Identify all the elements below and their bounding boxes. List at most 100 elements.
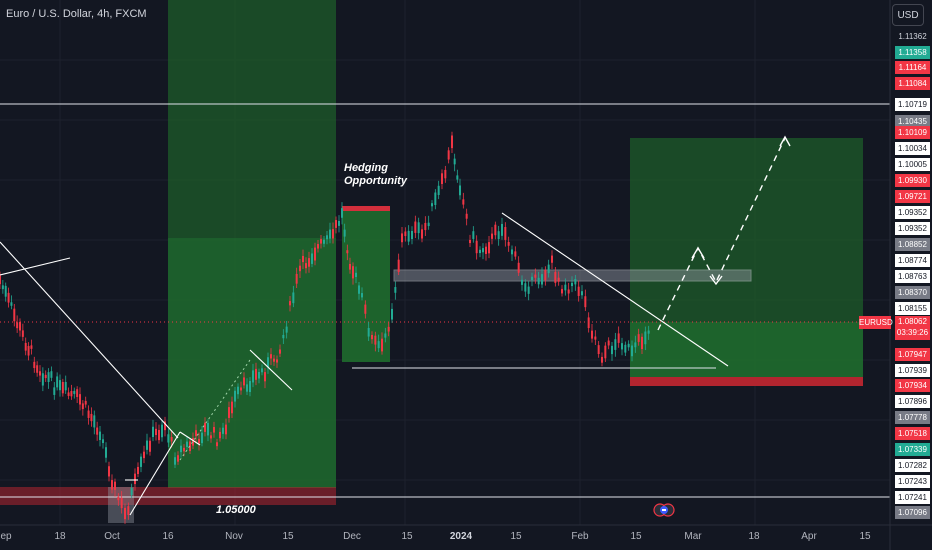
time-label: Feb	[571, 531, 589, 542]
candle-body	[577, 286, 580, 296]
candle-body	[421, 229, 423, 239]
candle-body	[117, 496, 120, 501]
candle-body	[431, 203, 433, 207]
candle-body	[164, 421, 166, 431]
price-label: 1.10719	[895, 98, 930, 111]
candle-body	[544, 269, 547, 281]
price-label: 1.07939	[895, 364, 930, 377]
trend-line-4[interactable]	[129, 431, 181, 516]
price-label: 1.07282	[895, 459, 930, 472]
candle-body	[195, 430, 197, 437]
price-label: 1.09930	[895, 174, 930, 187]
price-label: 1.09352	[895, 206, 930, 219]
trend-line-3[interactable]	[249, 349, 293, 391]
candle-body	[21, 330, 24, 337]
stop-zone-2[interactable]	[342, 206, 390, 211]
price-label: 1.07934	[895, 379, 930, 392]
price-label: 1.08774	[895, 254, 930, 267]
candle-body	[358, 285, 360, 294]
symbol-tag: EURUSD	[859, 316, 893, 329]
candle-body	[204, 422, 206, 432]
price-label: 1.07896	[895, 395, 930, 408]
long-zone-body-1[interactable]	[168, 238, 336, 488]
candle-body	[611, 345, 613, 355]
time-label: 18	[748, 531, 760, 542]
candle-body	[134, 473, 136, 485]
trend-line-6[interactable]	[501, 212, 729, 367]
candle-body	[264, 372, 266, 382]
candle-body	[90, 413, 93, 422]
candle-body	[19, 322, 21, 331]
candle-body	[96, 427, 99, 435]
candle-body	[485, 246, 487, 254]
candle-body	[524, 283, 527, 292]
candle-body	[276, 359, 278, 363]
candle-body	[127, 506, 130, 515]
candle-body	[231, 401, 233, 414]
level-annotation[interactable]: 1.05000	[216, 504, 256, 516]
candle-body	[561, 288, 563, 294]
candle-body	[79, 394, 81, 405]
candle-body	[222, 427, 224, 434]
price-label: 1.11164	[895, 61, 930, 74]
candle-body	[491, 233, 493, 239]
candle-body	[587, 317, 590, 329]
candle-body	[531, 276, 533, 281]
trend-line-5[interactable]	[179, 431, 201, 446]
price-label: 1.08763	[895, 270, 930, 283]
candle-body	[447, 150, 450, 160]
candle-body	[377, 341, 380, 349]
candle-body	[527, 286, 530, 294]
candle-body	[305, 263, 307, 269]
candle-body	[81, 403, 84, 410]
candle-body	[295, 273, 298, 284]
candle-body	[76, 389, 79, 397]
price-label: 1.11362	[895, 30, 930, 43]
trend-line-2[interactable]	[0, 241, 179, 439]
candle-body	[192, 438, 194, 446]
hedging-annotation[interactable]: Hedging Opportunity	[344, 162, 407, 188]
long-zone-target-3[interactable]	[630, 138, 863, 322]
long-zone-body-3[interactable]	[630, 322, 863, 378]
stop-zone-1[interactable]	[0, 487, 336, 505]
candle-body	[314, 247, 316, 261]
events-flag-icon[interactable]	[653, 503, 675, 517]
price-label: 1.07241	[895, 491, 930, 504]
candle-body	[517, 262, 520, 273]
candle-body	[475, 240, 478, 254]
candle-body	[216, 442, 218, 447]
trend-line-1[interactable]	[0, 257, 71, 276]
candle-body	[581, 291, 583, 296]
time-label: Apr	[801, 531, 817, 542]
candle-body	[33, 361, 36, 369]
time-label: Oct	[104, 531, 120, 542]
time-label: 15	[859, 531, 871, 542]
resistance-box[interactable]	[393, 269, 752, 282]
time-label: 15	[401, 531, 413, 542]
projection-line-old[interactable]	[179, 359, 251, 461]
candle-body	[346, 250, 349, 254]
candle-body	[41, 373, 44, 386]
candle-body	[1, 285, 4, 290]
candle-body	[564, 284, 567, 291]
candle-body	[201, 432, 203, 444]
candle-body	[462, 199, 465, 205]
candle-body	[130, 487, 133, 496]
candle-body	[292, 292, 295, 304]
long-zone-top-1[interactable]	[168, 0, 336, 238]
candle-body	[634, 342, 637, 348]
candle-body	[514, 251, 517, 257]
candle-body	[273, 358, 275, 362]
time-label: Dec	[343, 531, 361, 542]
currency-button[interactable]: USD	[892, 4, 924, 26]
candle-body	[374, 335, 377, 345]
price-label: 1.07243	[895, 475, 930, 488]
candle-body	[207, 422, 209, 436]
projection-path[interactable]	[657, 137, 786, 331]
arrow-head-down	[709, 275, 723, 286]
price-label: 1.07518	[895, 427, 930, 440]
candle-body	[105, 447, 107, 458]
candle-body	[30, 345, 33, 349]
stop-zone-3[interactable]	[630, 377, 863, 386]
